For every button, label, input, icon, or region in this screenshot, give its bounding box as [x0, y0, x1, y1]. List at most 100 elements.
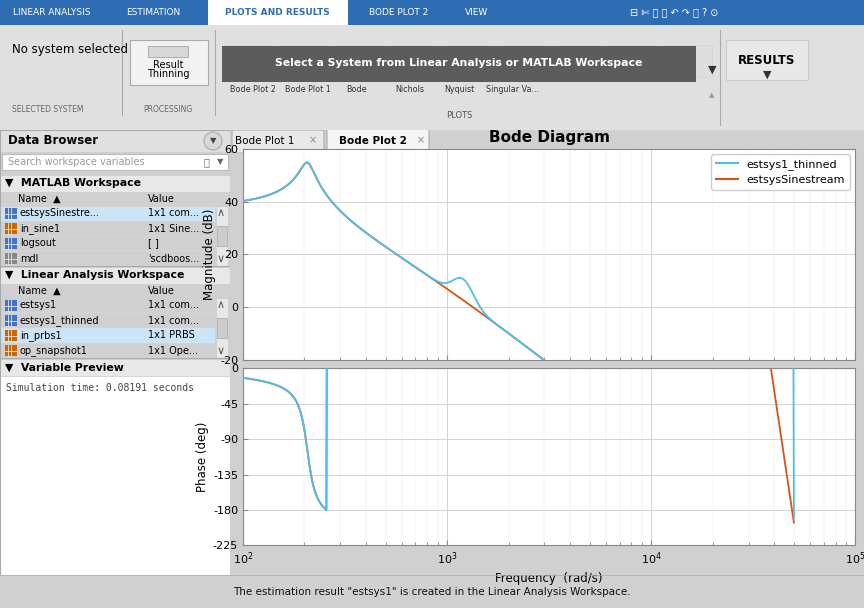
Text: Name  ▲: Name ▲: [18, 286, 60, 296]
Bar: [0, 359, 230, 376]
Text: ▼  Variable Preview: ▼ Variable Preview: [5, 362, 124, 373]
Bar: [208, 0, 348, 25]
Text: Bode Plot 2: Bode Plot 2: [339, 136, 407, 146]
Circle shape: [204, 132, 222, 150]
Text: PLOTS AND RESULTS: PLOTS AND RESULTS: [225, 8, 329, 17]
Bar: [222, 46, 696, 82]
Text: 1x1 Ope...: 1x1 Ope...: [148, 345, 198, 356]
Text: ▼: ▼: [708, 65, 716, 75]
Bar: [5, 253, 17, 264]
Text: Name  ▲: Name ▲: [18, 194, 60, 204]
Text: ▼  MATLAB Workspace: ▼ MATLAB Workspace: [5, 179, 141, 188]
Bar: [334, 45, 382, 77]
Text: 'scdboos...: 'scdboos...: [148, 254, 200, 263]
Text: 1x1 PRBS: 1x1 PRBS: [148, 331, 194, 340]
Text: ∨: ∨: [217, 346, 225, 356]
Bar: [0, 267, 230, 284]
Text: estsysSinestre...: estsysSinestre...: [20, 209, 100, 218]
FancyBboxPatch shape: [327, 129, 429, 154]
Bar: [0, 130, 230, 152]
Text: Nyquist: Nyquist: [444, 86, 474, 94]
Text: ▼: ▼: [210, 137, 216, 145]
Bar: [217, 226, 227, 246]
Text: Bode: Bode: [346, 86, 367, 94]
Text: estsys1_thinned: estsys1_thinned: [20, 315, 99, 326]
Text: RESULTS: RESULTS: [739, 54, 796, 66]
Text: Nichols: Nichols: [396, 86, 424, 94]
Bar: [0, 376, 230, 575]
Bar: [0, 328, 215, 343]
Bar: [217, 318, 227, 338]
Text: ▼: ▼: [217, 157, 223, 167]
Text: BODE PLOT 2: BODE PLOT 2: [370, 8, 429, 17]
Text: op_snapshot1: op_snapshot1: [20, 345, 88, 356]
Text: No system selected: No system selected: [12, 44, 128, 57]
Text: 1x1 com...: 1x1 com...: [148, 316, 199, 325]
Bar: [5, 330, 17, 341]
Text: Singular Va...: Singular Va...: [486, 86, 538, 94]
Text: ESTIMATION: ESTIMATION: [126, 8, 180, 17]
Y-axis label: Magnitude (dB): Magnitude (dB): [203, 209, 216, 300]
Text: ×: ×: [417, 135, 425, 145]
Text: SELECTED SYSTEM: SELECTED SYSTEM: [12, 106, 84, 114]
Text: 1x1 Sine...: 1x1 Sine...: [148, 224, 200, 233]
Bar: [0, 175, 230, 192]
Text: VIEW: VIEW: [466, 8, 489, 17]
Bar: [216, 206, 228, 266]
Text: mdl: mdl: [20, 254, 38, 263]
Bar: [224, 45, 272, 77]
Bar: [444, 45, 492, 77]
Bar: [5, 315, 17, 326]
Bar: [279, 45, 327, 77]
Bar: [5, 223, 17, 234]
Bar: [130, 40, 208, 85]
Text: ∧: ∧: [217, 208, 225, 218]
Bar: [5, 208, 17, 219]
Text: Thinning: Thinning: [147, 69, 189, 79]
Text: Bode Plot 1: Bode Plot 1: [235, 136, 295, 146]
Y-axis label: Phase (deg): Phase (deg): [195, 422, 209, 492]
Text: Search workspace variables: Search workspace variables: [8, 157, 144, 167]
Bar: [216, 298, 228, 358]
Text: Bode Plot 1: Bode Plot 1: [285, 86, 331, 94]
Bar: [664, 45, 712, 77]
Bar: [5, 345, 17, 356]
Text: in_prbs1: in_prbs1: [20, 330, 61, 341]
Bar: [609, 45, 657, 77]
Text: ▲: ▲: [709, 92, 715, 98]
Text: Bode Plot 2: Bode Plot 2: [230, 86, 276, 94]
Legend: estsys1_thinned, estsysSinestream: estsys1_thinned, estsysSinestream: [711, 154, 850, 190]
Bar: [148, 46, 188, 57]
Text: Value: Value: [148, 194, 175, 204]
Text: in_sine1: in_sine1: [20, 223, 60, 234]
Bar: [2, 154, 228, 170]
Text: [ ]: [ ]: [148, 238, 159, 249]
Bar: [5, 238, 17, 249]
Bar: [0, 0, 864, 25]
Text: 1x1 com...: 1x1 com...: [148, 209, 199, 218]
X-axis label: Frequency  (rad/s): Frequency (rad/s): [495, 573, 603, 586]
Text: ⊟ ✄ ⎘ ⎘ ↶ ↷ ⎙ ? ⊙: ⊟ ✄ ⎘ ⎘ ↶ ↷ ⎙ ? ⊙: [630, 7, 718, 18]
Text: PLOTS: PLOTS: [446, 111, 473, 120]
Bar: [499, 45, 547, 77]
Text: Simulation time: 0.08191 seconds: Simulation time: 0.08191 seconds: [6, 383, 194, 393]
Bar: [5, 300, 17, 311]
Text: ×: ×: [309, 135, 317, 145]
FancyBboxPatch shape: [232, 130, 324, 153]
Bar: [389, 45, 437, 77]
Text: estsys1: estsys1: [20, 300, 57, 311]
Bar: [0, 25, 864, 130]
Text: Select a System from Linear Analysis or MATLAB Workspace: Select a System from Linear Analysis or …: [276, 58, 643, 68]
Text: The estimation result "estsys1" is created in the Linear Analysis Workspace.: The estimation result "estsys1" is creat…: [233, 587, 631, 597]
Bar: [554, 45, 602, 77]
Text: LINEAR ANALYSIS: LINEAR ANALYSIS: [13, 8, 91, 17]
Bar: [726, 40, 808, 80]
Title: Bode Diagram: Bode Diagram: [489, 130, 610, 145]
Text: Data Browser: Data Browser: [8, 134, 98, 148]
Text: Result: Result: [153, 60, 183, 70]
Text: 1x1 com...: 1x1 com...: [148, 300, 199, 311]
Text: ▼  Linear Analysis Workspace: ▼ Linear Analysis Workspace: [5, 271, 184, 280]
Text: ▼: ▼: [763, 70, 772, 80]
Text: ∧: ∧: [217, 300, 225, 310]
Text: PROCESSING: PROCESSING: [143, 106, 193, 114]
